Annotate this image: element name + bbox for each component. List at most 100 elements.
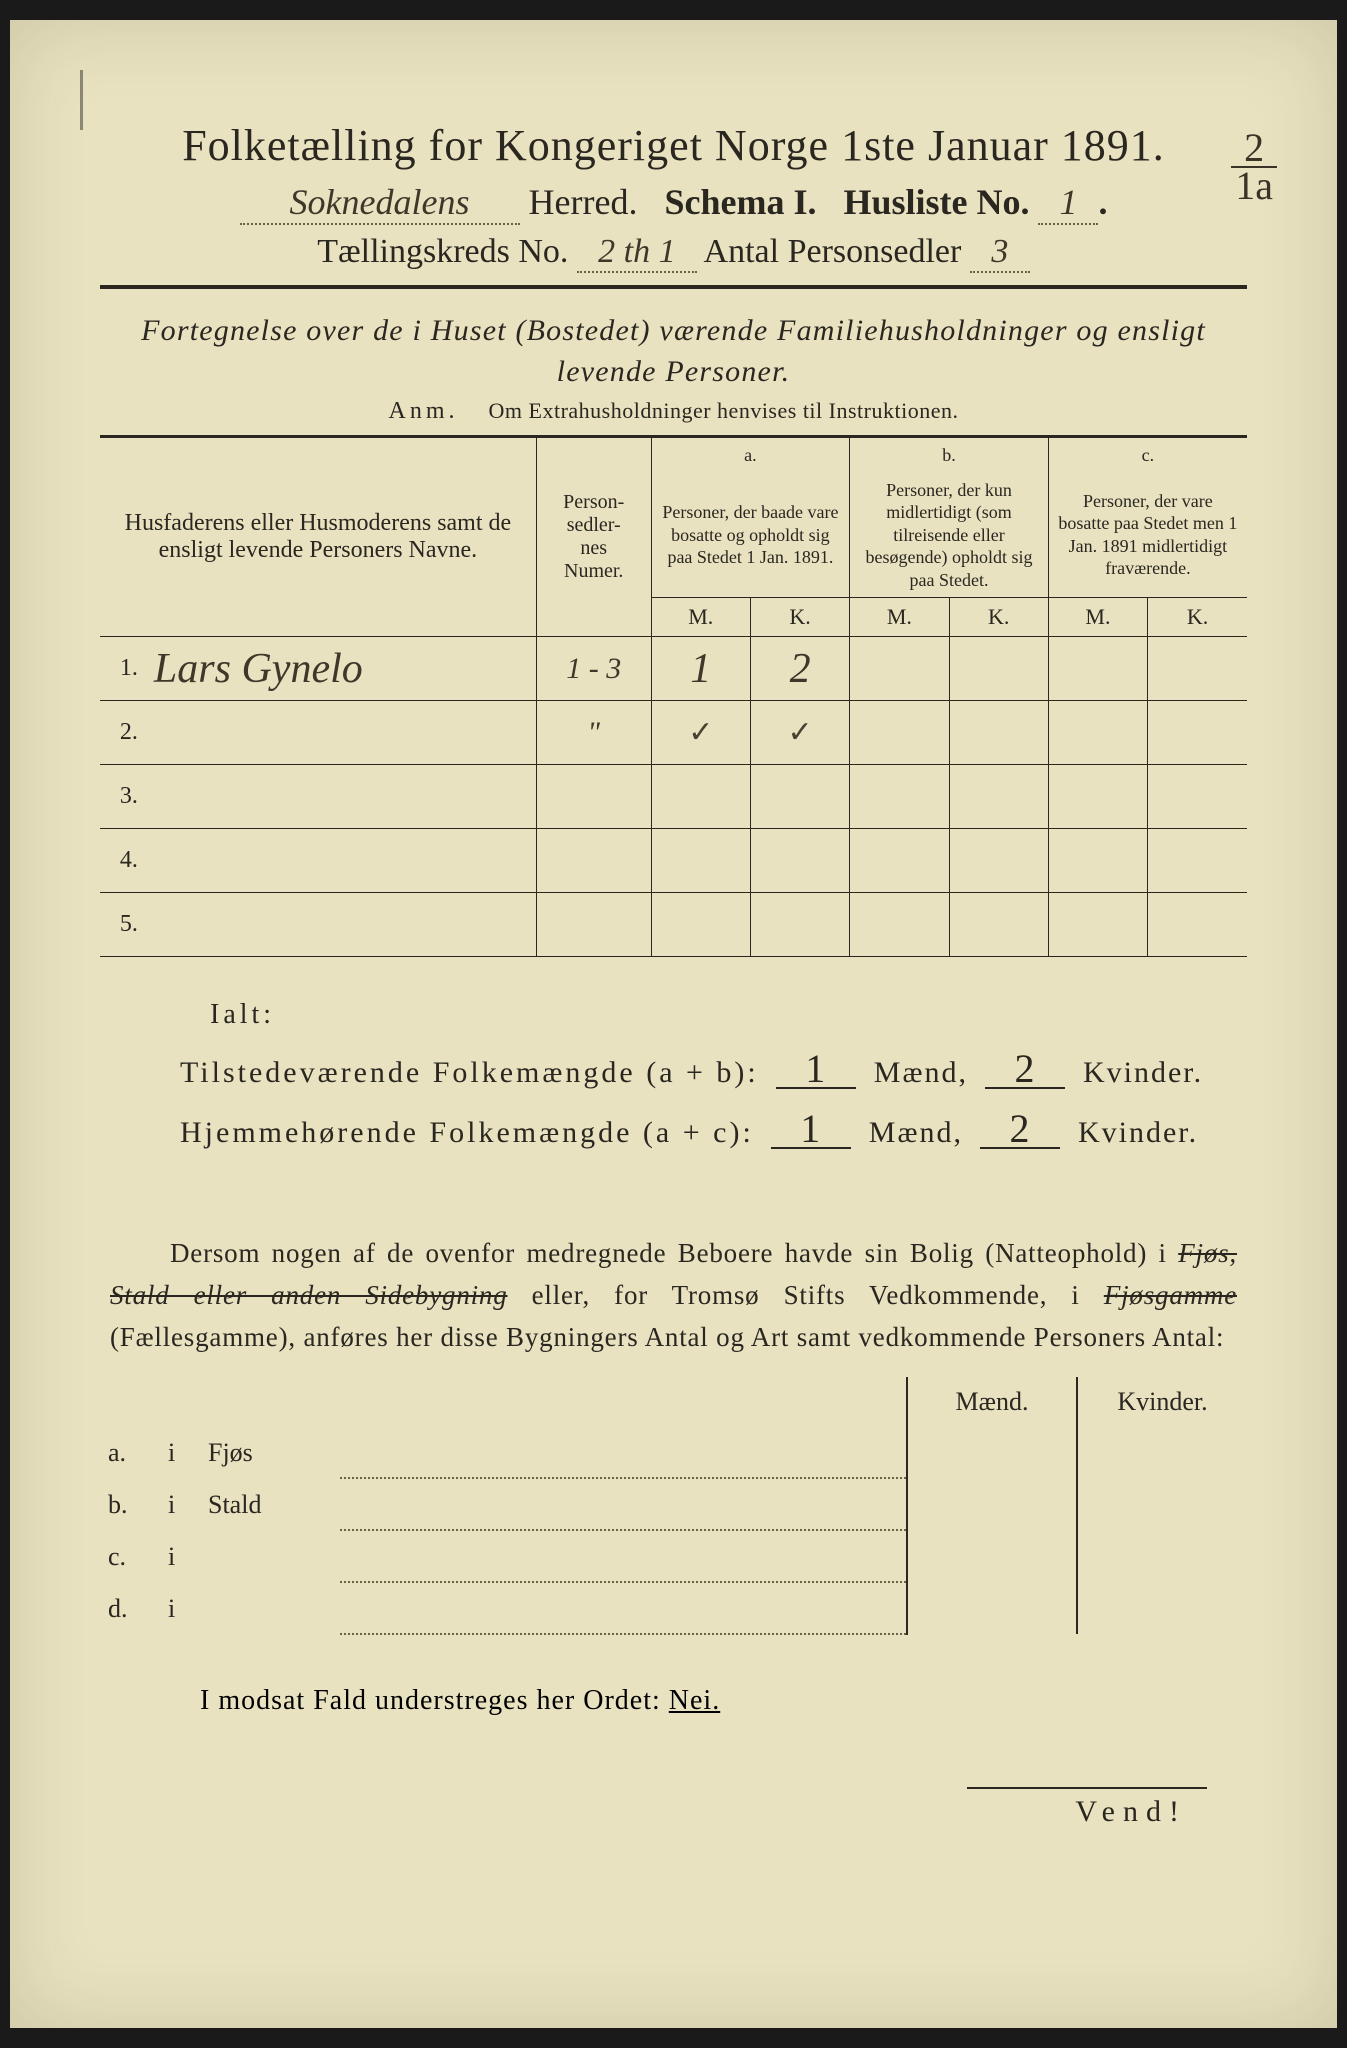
row-name xyxy=(146,765,536,829)
col-c-k: K. xyxy=(1148,598,1247,637)
totals-line-1: Tilstedeværende Folkemængde (a + b): 1 M… xyxy=(180,1043,1247,1103)
para-text-2: eller, for Tromsø Stifts Vedkommende, i xyxy=(508,1280,1104,1310)
row-b-m xyxy=(850,893,949,957)
col-b-label: b. xyxy=(850,437,1049,473)
paragraph: Dersom nogen af de ovenfor medregnede Be… xyxy=(100,1233,1247,1359)
row-a-m xyxy=(651,893,750,957)
col-names-header: Husfaderens eller Husmoderens samt de en… xyxy=(100,437,536,637)
ob-label: Fjøs xyxy=(200,1427,340,1478)
ob-i: i xyxy=(160,1530,200,1582)
table-row: 1.Lars Gynelo1 - 312 xyxy=(100,637,1247,701)
row-b-m xyxy=(850,829,949,893)
row-num xyxy=(536,829,651,893)
maend-label-2: Mænd, xyxy=(869,1116,963,1149)
row-a-k: 2 xyxy=(750,637,849,701)
ob-k xyxy=(1077,1582,1247,1634)
corner-numerator: 2 xyxy=(1231,130,1277,166)
husliste-label: Husliste No. xyxy=(843,182,1029,222)
outbuilding-row: c.i xyxy=(100,1530,1247,1582)
row-a-k xyxy=(750,829,849,893)
col-b-text: Personer, der kun midlertidigt (som tilr… xyxy=(850,473,1049,598)
schema-label: Schema I. xyxy=(664,182,816,222)
outbuilding-row: b.iStald xyxy=(100,1478,1247,1530)
nei-word: Nei. xyxy=(669,1685,720,1716)
ob-dots xyxy=(340,1582,907,1634)
totals-block: Ialt: Tilstedeværende Folkemængde (a + b… xyxy=(100,987,1247,1163)
header: Folketælling for Kongeriget Norge 1ste J… xyxy=(100,120,1247,289)
ob-i: i xyxy=(160,1478,200,1530)
col-b-k: K. xyxy=(949,598,1048,637)
row-num: 1 - 3 xyxy=(536,637,651,701)
main-title: Folketælling for Kongeriget Norge 1ste J… xyxy=(100,120,1247,171)
ob-m xyxy=(907,1478,1077,1530)
row-number: 3. xyxy=(100,765,146,829)
row-a-m: ✓ xyxy=(651,701,750,765)
row-c-m xyxy=(1048,765,1147,829)
ob-dots xyxy=(340,1478,907,1530)
row-num xyxy=(536,893,651,957)
ob-m xyxy=(907,1427,1077,1478)
header-line-2: Soknedalens Herred. Schema I. Husliste N… xyxy=(100,181,1247,225)
totals-l2-m: 1 xyxy=(771,1111,851,1149)
row-c-m xyxy=(1048,637,1147,701)
ob-i: i xyxy=(160,1582,200,1634)
row-a-m xyxy=(651,765,750,829)
anm-line: Anm. Om Extrahusholdninger henvises til … xyxy=(100,398,1247,425)
row-name: Lars Gynelo xyxy=(146,637,536,701)
para-text-3: (Fællesgamme), anføres her disse Bygning… xyxy=(110,1322,1224,1352)
outbuilding-row: d.i xyxy=(100,1582,1247,1634)
col-num-header: Person- sedler- nes Numer. xyxy=(536,437,651,637)
row-a-k xyxy=(750,893,849,957)
row-b-k xyxy=(949,765,1048,829)
kvinder-label-2: Kvinder. xyxy=(1078,1116,1198,1149)
anm-label: Anm. xyxy=(389,398,459,424)
table-row: 4. xyxy=(100,829,1247,893)
antal-no: 3 xyxy=(970,233,1030,273)
kvinder-label-1: Kvinder. xyxy=(1083,1056,1203,1089)
ob-k xyxy=(1077,1427,1247,1478)
subtitle: Fortegnelse over de i Huset (Bostedet) v… xyxy=(100,311,1247,392)
nei-line: I modsat Fald understreges her Ordet: Ne… xyxy=(100,1685,1247,1717)
row-number: 5. xyxy=(100,893,146,957)
ob-k xyxy=(1077,1530,1247,1582)
ob-label xyxy=(200,1530,340,1582)
row-c-k xyxy=(1148,765,1247,829)
ob-key: b. xyxy=(100,1478,160,1530)
kreds-label: Tællingskreds No. xyxy=(317,233,568,270)
outbuildings-table: Mænd. Kvinder. a.iFjøs b.iStald c.i d.i xyxy=(100,1377,1247,1635)
ob-m xyxy=(907,1530,1077,1582)
col-a-m: M. xyxy=(651,598,750,637)
anm-text: Om Extrahusholdninger henvises til Instr… xyxy=(489,398,959,423)
corner-fraction: 2 1a xyxy=(1231,130,1277,204)
row-num xyxy=(536,765,651,829)
row-a-k xyxy=(750,765,849,829)
herred-label: Herred. xyxy=(529,182,638,222)
herred-handwritten: Soknedalens xyxy=(240,181,520,225)
outbuilding-row: a.iFjøs xyxy=(100,1427,1247,1478)
totals-l1-k: 2 xyxy=(985,1051,1065,1089)
row-c-k xyxy=(1148,701,1247,765)
row-b-k xyxy=(949,829,1048,893)
ob-i: i xyxy=(160,1427,200,1478)
col-b-m: M. xyxy=(850,598,949,637)
col-a-k: K. xyxy=(750,598,849,637)
row-b-m xyxy=(850,701,949,765)
ialt-label: Ialt: xyxy=(210,987,1247,1043)
subtitle-line-2: levende Personer. xyxy=(557,355,791,388)
row-b-k xyxy=(949,893,1048,957)
antal-label: Antal Personsedler xyxy=(704,233,962,270)
ob-key: a. xyxy=(100,1427,160,1478)
row-b-m xyxy=(850,637,949,701)
totals-l1-m: 1 xyxy=(776,1051,856,1089)
col-c-m: M. xyxy=(1048,598,1147,637)
row-name xyxy=(146,701,536,765)
census-table: Husfaderens eller Husmoderens samt de en… xyxy=(100,435,1247,957)
maend-label-1: Mænd, xyxy=(874,1056,968,1089)
ob-k xyxy=(1077,1478,1247,1530)
row-a-m: 1 xyxy=(651,637,750,701)
totals-l1-label: Tilstedeværende Folkemængde (a + b): xyxy=(180,1043,759,1103)
footer-rule xyxy=(967,1787,1207,1789)
ob-dots xyxy=(340,1530,907,1582)
row-a-m xyxy=(651,829,750,893)
table-row: 2."✓✓ xyxy=(100,701,1247,765)
